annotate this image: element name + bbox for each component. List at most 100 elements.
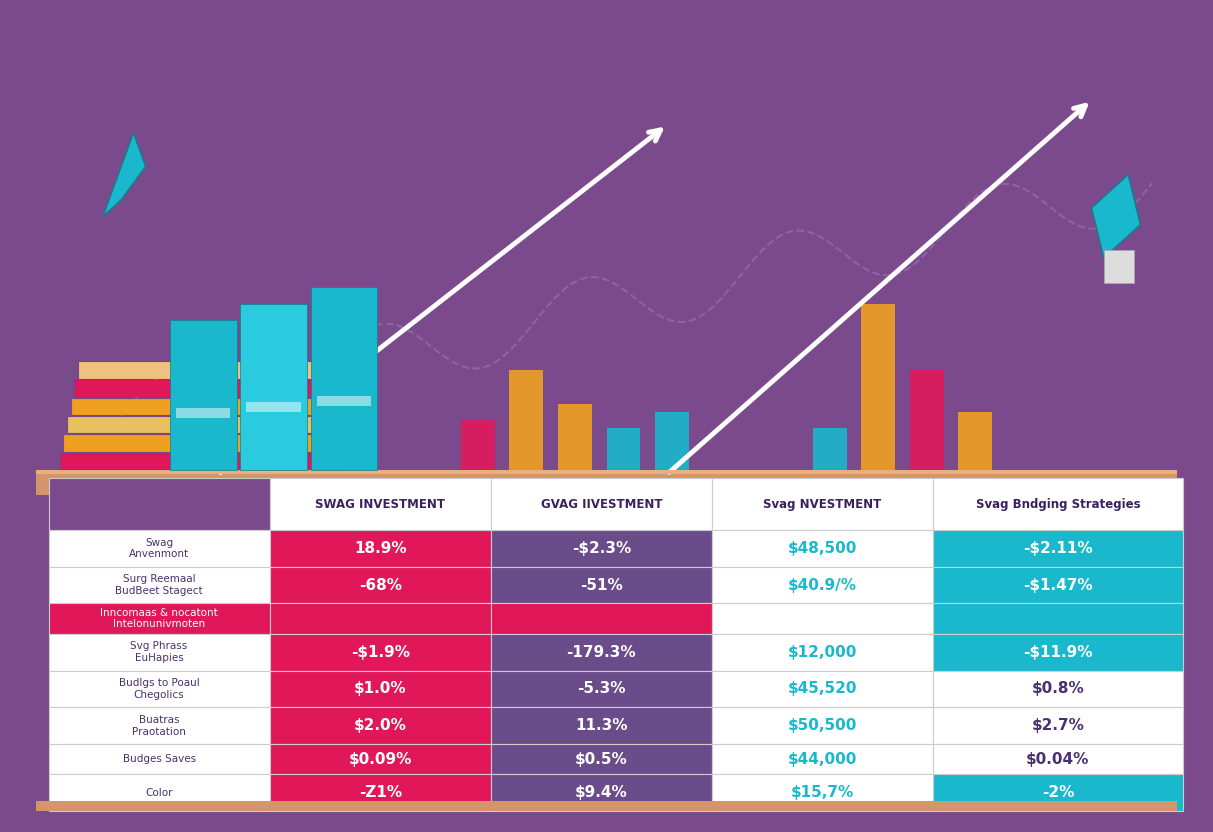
Bar — [72, 399, 329, 415]
Bar — [311, 287, 377, 470]
Bar — [269, 634, 491, 671]
Bar — [712, 478, 933, 530]
Bar — [49, 744, 269, 775]
Bar — [49, 478, 269, 530]
Text: -$2.3%: -$2.3% — [571, 541, 631, 556]
Text: -Z1%: -Z1% — [359, 785, 402, 800]
Text: -2%: -2% — [1042, 785, 1074, 800]
Bar — [170, 320, 237, 470]
Bar — [269, 603, 491, 634]
Text: -$11.9%: -$11.9% — [1024, 645, 1093, 660]
Text: -$1.47%: -$1.47% — [1023, 577, 1093, 592]
Bar — [491, 744, 712, 775]
Text: $2.0%: $2.0% — [354, 718, 406, 733]
Bar — [49, 775, 269, 811]
Text: 18.9%: 18.9% — [354, 541, 406, 556]
Text: -$1.9%: -$1.9% — [351, 645, 410, 660]
Text: $9.4%: $9.4% — [575, 785, 628, 800]
Text: Svg Phrass
EuHapies: Svg Phrass EuHapies — [131, 641, 188, 663]
Text: $50,500: $50,500 — [788, 718, 858, 733]
Bar — [491, 671, 712, 707]
Text: Inncomaas & nocatont
Intelonunivmoten: Inncomaas & nocatont Intelonunivmoten — [101, 608, 218, 630]
Bar — [269, 478, 491, 530]
Bar — [1104, 250, 1134, 283]
Text: $40.9/%: $40.9/% — [788, 577, 858, 592]
Bar — [491, 478, 712, 530]
Text: -179.3%: -179.3% — [566, 645, 637, 660]
Bar — [491, 603, 712, 634]
Bar — [712, 567, 933, 603]
Text: $48,500: $48,500 — [788, 541, 858, 556]
Text: -$2.11%: -$2.11% — [1023, 541, 1093, 556]
Text: Svag Bndging Strategies: Svag Bndging Strategies — [975, 498, 1140, 511]
Bar — [655, 412, 689, 470]
Bar — [933, 567, 1183, 603]
Text: Surg Reemaal
BudBeet Stagect: Surg Reemaal BudBeet Stagect — [115, 574, 203, 596]
Bar — [49, 567, 269, 603]
Bar — [36, 801, 1177, 811]
Text: $2.7%: $2.7% — [1031, 718, 1084, 733]
Bar — [240, 304, 307, 470]
Bar — [269, 671, 491, 707]
Text: $45,520: $45,520 — [787, 681, 858, 696]
Bar — [712, 634, 933, 671]
Bar — [49, 530, 269, 567]
Bar — [36, 470, 1177, 474]
Bar — [246, 402, 301, 412]
Text: -5.3%: -5.3% — [577, 681, 626, 696]
Bar — [36, 470, 1177, 495]
Bar — [79, 362, 321, 379]
Bar — [49, 634, 269, 671]
Bar — [933, 671, 1183, 707]
Bar — [269, 707, 491, 744]
Text: Buatras
Praotation: Buatras Praotation — [132, 715, 186, 736]
Bar — [491, 634, 712, 671]
Text: $12,000: $12,000 — [788, 645, 858, 660]
Text: Color: Color — [146, 788, 172, 798]
Bar — [933, 744, 1183, 775]
Text: $15,7%: $15,7% — [791, 785, 854, 800]
Text: $0.5%: $0.5% — [575, 752, 628, 767]
Text: Budges Saves: Budges Saves — [123, 755, 195, 765]
Bar — [933, 478, 1183, 530]
Text: $0.8%: $0.8% — [1031, 681, 1084, 696]
Bar — [269, 744, 491, 775]
Bar — [317, 396, 371, 406]
Text: Budlgs to Poaul
Chegolics: Budlgs to Poaul Chegolics — [119, 678, 199, 700]
Text: -68%: -68% — [359, 577, 402, 592]
Text: Svag NVESTMENT: Svag NVESTMENT — [763, 498, 882, 511]
Bar — [49, 671, 269, 707]
Text: $44,000: $44,000 — [788, 752, 858, 767]
Text: $0.09%: $0.09% — [348, 752, 412, 767]
Bar — [461, 420, 495, 470]
Bar — [861, 304, 895, 470]
Bar — [933, 707, 1183, 744]
Text: SWAG INVESTMENT: SWAG INVESTMENT — [315, 498, 445, 511]
Bar — [75, 380, 325, 397]
Text: Swag
Anvenmont: Swag Anvenmont — [129, 537, 189, 559]
Bar — [269, 567, 491, 603]
Bar — [712, 707, 933, 744]
Bar — [933, 634, 1183, 671]
Bar — [491, 567, 712, 603]
Bar — [491, 707, 712, 744]
Bar — [712, 671, 933, 707]
Bar — [269, 775, 491, 811]
Bar — [910, 370, 944, 470]
Bar — [813, 428, 847, 470]
Bar — [49, 707, 269, 744]
Bar — [712, 744, 933, 775]
Bar — [64, 435, 336, 452]
Bar — [933, 603, 1183, 634]
Text: $1.0%: $1.0% — [354, 681, 406, 696]
Bar — [606, 428, 640, 470]
Bar — [176, 408, 230, 418]
Bar — [68, 417, 332, 433]
Bar — [933, 530, 1183, 567]
Bar — [558, 404, 592, 470]
Bar — [509, 370, 543, 470]
Polygon shape — [1092, 175, 1140, 258]
Text: -51%: -51% — [580, 577, 622, 592]
Bar — [61, 453, 340, 470]
Bar — [269, 530, 491, 567]
